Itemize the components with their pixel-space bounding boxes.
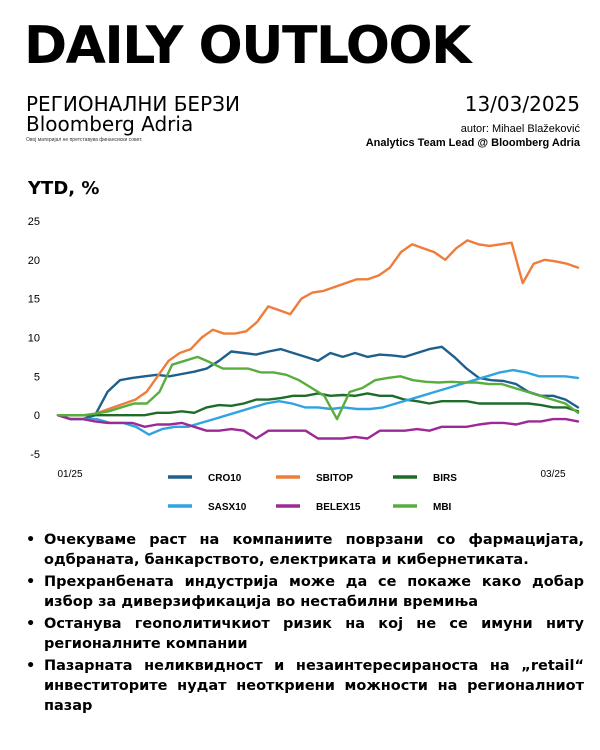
report-date: 13/03/2025 [464,92,580,116]
bullet-text: Останува геополитичкиот ризик на кој не … [44,616,584,652]
disclaimer: Овој материјал не претставува финансиски… [26,137,143,143]
bullet-icon: • [26,658,36,674]
bullet-item: • Пазарната неликвидност и незаинтересира… [24,656,584,716]
series-line-cro10 [56,345,580,421]
bullet-text: Прехранбената индустрија може да се пока… [44,574,584,610]
legend-label: BIRS [433,473,457,484]
bullet-list: • Очекуваме раст на компаниите поврзани с… [24,530,584,718]
report-subtitle: РЕГИОНАЛНИ БЕРЗИ [26,92,240,116]
x-tick-label: 03/25 [540,469,565,480]
series-line-sbitop [56,239,580,417]
y-tick-label: 15 [28,294,40,306]
bullet-icon: • [26,532,36,548]
bullet-item: • Прехранбената индустрија може да се пок… [24,572,584,612]
bullet-item: • Останува геополитичкиот ризик на кој не… [24,614,584,654]
report-title: DAILY OUTLOOK [24,16,471,76]
ytd-line-chart: 25 20 15 10 5 0 -5 01/25 03/25 CRO10 SBITOP BIRS SAS… [28,216,580,513]
legend-label: BELEX15 [316,502,361,513]
bullet-icon: • [26,574,36,590]
bullet-item: • Очекуваме раст на компаниите поврзани с… [24,530,584,570]
series-line-mbi [56,355,580,421]
y-tick-label: 10 [28,333,40,345]
bullet-text: Очекуваме раст на компаниите поврзани со… [44,532,584,568]
y-tick-label: 5 [34,371,40,383]
series-line-sasx10 [56,368,580,436]
x-tick-label: 01/25 [57,469,82,480]
series-line-birs [56,392,580,417]
legend-label: CRO10 [208,473,242,484]
legend-label: SASX10 [208,502,247,513]
legend-label: MBI [433,502,452,513]
bullet-text: Пазарната неликвидност и незаинтересиран… [44,658,584,714]
brand-name: Bloomberg Adria [26,112,194,136]
y-tick-label: 25 [28,216,40,228]
y-tick-label: -5 [30,449,40,461]
author: autor: Mihael Blažeković [460,123,580,135]
bullet-icon: • [26,616,36,632]
chart-title: YTD, % [28,178,100,199]
y-tick-label: 0 [34,410,40,422]
y-tick-label: 20 [28,255,40,267]
series-line-belex15 [56,413,580,440]
legend-label: SBITOP [316,473,353,484]
author-role: Analytics Team Lead @ Bloomberg Adria [365,137,580,149]
